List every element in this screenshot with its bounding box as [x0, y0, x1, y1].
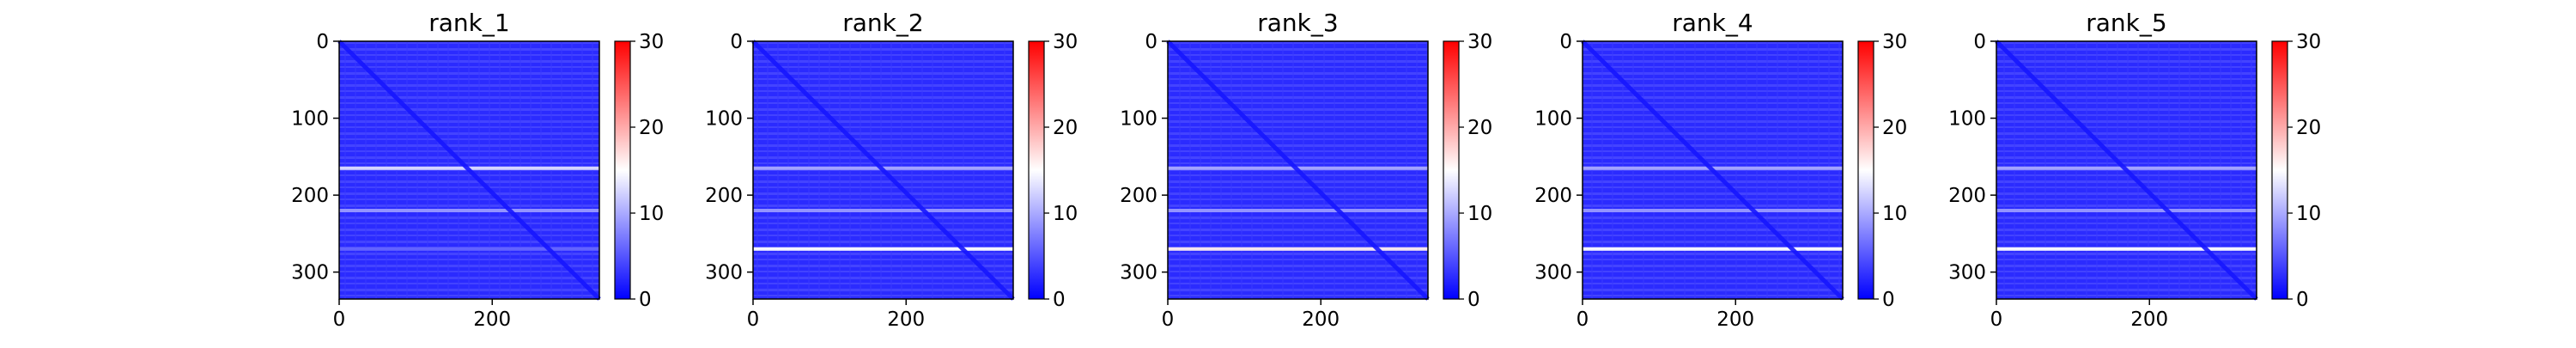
colorbar [1028, 40, 1045, 300]
x-tick-label: 0 [1162, 308, 1175, 331]
y-tick-label: 200 [1534, 185, 1572, 207]
colorbar [1443, 40, 1460, 300]
y-tick-label: 300 [1534, 262, 1572, 284]
colorbar-tick-label: 20 [2296, 117, 2321, 139]
colorbar-tick-label: 20 [1053, 117, 1078, 139]
diagonal-line [1166, 40, 1430, 301]
plot-frame [338, 40, 600, 300]
highlight-row [339, 247, 599, 251]
colorbar-tick-label: 10 [2296, 203, 2321, 225]
diagonal-line [1995, 40, 2258, 301]
heatmap-panel-2: rank_2 0 100 200 300 0 200 0 10 20 30 [705, 9, 1078, 331]
colorbar-tick-label: 0 [1467, 289, 1480, 311]
colorbar-tick-label: 20 [1467, 117, 1492, 139]
colorbar-tick-label: 10 [639, 203, 664, 225]
colorbar-tick-label: 30 [1467, 31, 1492, 53]
colorbar-tick-label: 20 [639, 117, 664, 139]
diagonal-line [337, 40, 601, 301]
x-tick-label: 0 [333, 308, 346, 331]
y-tick-label: 100 [1120, 108, 1157, 131]
highlight-row [1168, 247, 1428, 251]
y-tick-label: 100 [291, 108, 329, 131]
highlight-row [1583, 247, 1843, 251]
colorbar-tick-label: 0 [639, 289, 652, 311]
x-tick-label: 200 [2130, 308, 2168, 331]
x-tick-label: 0 [1990, 308, 2003, 331]
highlight-row [1168, 209, 1428, 213]
x-tick-label: 200 [1302, 308, 1340, 331]
y-tick-label: 0 [1145, 31, 1157, 53]
y-tick-label: 300 [291, 262, 329, 284]
colorbar-tick-label: 30 [639, 31, 664, 53]
colorbar-tick-label: 10 [1882, 203, 1907, 225]
colorbar-tick-label: 0 [1882, 289, 1895, 311]
highlight-row [1583, 209, 1843, 213]
panel-title: rank_5 [2086, 9, 2166, 37]
colorbar-tick-label: 10 [1053, 203, 1078, 225]
panel-title: rank_1 [428, 9, 509, 37]
plot-frame [1582, 40, 1844, 300]
x-tick-label: 0 [1577, 308, 1589, 331]
y-tick-label: 300 [1948, 262, 1986, 284]
diagonal-line [1581, 40, 1844, 301]
colorbar-tick-label: 0 [1053, 289, 1066, 311]
colorbar-tick-label: 20 [1882, 117, 1907, 139]
heatmap-panel-1: rank_1 0 100 200 300 0 200 0 10 20 30 [291, 9, 664, 331]
plot-frame [1167, 40, 1429, 300]
colorbar-tick-label: 10 [1467, 203, 1492, 225]
colorbar-tick-label: 0 [2296, 289, 2309, 311]
y-tick-label: 200 [1120, 185, 1157, 207]
x-tick-label: 0 [747, 308, 760, 331]
colorbar-tick-label: 30 [1053, 31, 1078, 53]
y-tick-label: 300 [1120, 262, 1157, 284]
colorbar [614, 40, 631, 300]
heatmap-panel-4: rank_4 0 100 200 300 0 200 0 10 20 30 [1534, 9, 1907, 331]
y-tick-label: 100 [705, 108, 743, 131]
y-tick-label: 200 [291, 185, 329, 207]
colorbar-tick-label: 30 [1882, 31, 1907, 53]
highlight-row [753, 247, 1013, 251]
colorbar [1857, 40, 1874, 300]
y-tick-label: 200 [705, 185, 743, 207]
y-tick-label: 200 [1948, 185, 1986, 207]
y-tick-label: 0 [730, 31, 743, 53]
x-tick-label: 200 [1716, 308, 1754, 331]
heatmap-panel-3: rank_3 0 100 200 300 0 200 0 10 20 30 [1120, 9, 1492, 331]
x-tick-label: 200 [473, 308, 511, 331]
colorbar-tick-label: 30 [2296, 31, 2321, 53]
panel-title: rank_4 [1672, 9, 1753, 37]
panel-title: rank_3 [1257, 9, 1338, 37]
y-tick-label: 0 [316, 31, 329, 53]
y-tick-label: 100 [1534, 108, 1572, 131]
y-tick-label: 100 [1948, 108, 1986, 131]
y-tick-label: 300 [705, 262, 743, 284]
highlight-row [339, 209, 599, 213]
diagonal-line [751, 40, 1015, 301]
highlight-row [753, 209, 1013, 213]
panel-title: rank_2 [842, 9, 923, 37]
x-tick-label: 200 [887, 308, 925, 331]
highlight-row [1996, 209, 2257, 213]
y-tick-label: 0 [1973, 31, 1986, 53]
y-tick-label: 0 [1559, 31, 1572, 53]
colorbar [2271, 40, 2288, 300]
heatmap-panel-5: rank_5 0 100 200 300 0 200 0 10 20 30 [1948, 9, 2321, 331]
highlight-row [1996, 247, 2257, 251]
plot-frame [752, 40, 1014, 300]
plot-frame [1996, 40, 2257, 300]
